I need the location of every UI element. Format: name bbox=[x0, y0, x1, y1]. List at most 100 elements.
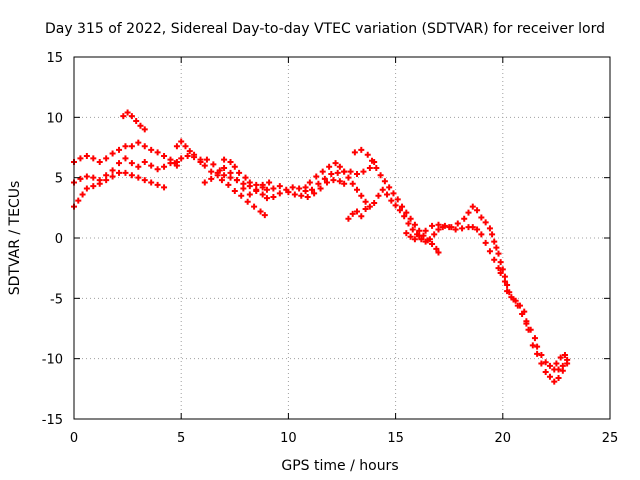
data-point bbox=[270, 185, 277, 192]
data-point bbox=[313, 173, 320, 180]
data-point bbox=[474, 226, 481, 233]
data-point bbox=[96, 158, 103, 165]
data-point bbox=[381, 178, 388, 185]
data-point bbox=[201, 162, 208, 169]
data-point bbox=[259, 181, 266, 188]
data-point bbox=[448, 224, 455, 231]
data-point bbox=[326, 163, 333, 170]
data-point bbox=[459, 225, 466, 232]
data-point bbox=[529, 342, 536, 349]
data-point bbox=[270, 193, 277, 200]
data-point bbox=[259, 191, 266, 198]
data-point bbox=[403, 209, 410, 216]
data-point bbox=[491, 256, 498, 263]
data-point bbox=[328, 171, 335, 178]
data-point bbox=[564, 360, 571, 367]
data-point bbox=[519, 311, 526, 318]
data-point bbox=[407, 233, 414, 240]
data-point bbox=[538, 360, 545, 367]
data-point bbox=[214, 169, 221, 176]
data-point bbox=[242, 174, 249, 181]
data-point bbox=[266, 179, 273, 186]
data-point bbox=[208, 168, 215, 175]
data-point bbox=[542, 368, 549, 375]
data-point bbox=[336, 163, 343, 170]
data-point bbox=[401, 213, 408, 220]
data-point bbox=[351, 149, 358, 156]
data-point bbox=[141, 126, 148, 133]
y-tick-label: 0 bbox=[55, 232, 63, 247]
data-point bbox=[276, 183, 283, 190]
data-point bbox=[373, 165, 380, 172]
data-points bbox=[71, 109, 571, 385]
data-point bbox=[546, 362, 553, 369]
data-point bbox=[461, 215, 468, 222]
data-point bbox=[452, 226, 459, 233]
data-point bbox=[197, 156, 204, 163]
data-point bbox=[336, 178, 343, 185]
y-tick-label: 10 bbox=[46, 111, 63, 126]
data-point bbox=[489, 231, 496, 238]
data-point bbox=[341, 168, 348, 175]
data-point bbox=[315, 180, 322, 187]
data-point bbox=[369, 157, 376, 164]
data-point bbox=[289, 184, 296, 191]
data-point bbox=[221, 165, 228, 172]
data-point bbox=[354, 208, 361, 215]
data-point bbox=[553, 360, 560, 367]
data-point bbox=[514, 302, 521, 309]
data-point bbox=[244, 198, 251, 205]
data-point bbox=[154, 181, 161, 188]
data-point bbox=[141, 143, 148, 150]
data-point bbox=[431, 231, 438, 238]
data-point bbox=[122, 169, 129, 176]
data-point bbox=[238, 192, 245, 199]
data-point bbox=[308, 186, 315, 193]
data-point bbox=[240, 185, 247, 192]
data-point bbox=[531, 335, 538, 342]
data-point bbox=[116, 146, 123, 153]
data-point bbox=[399, 203, 406, 210]
data-point bbox=[403, 230, 410, 237]
data-point bbox=[323, 179, 330, 186]
data-point bbox=[433, 245, 440, 252]
data-point bbox=[371, 200, 378, 207]
data-point bbox=[171, 160, 178, 167]
y-axis-label: SDTVAR / TECUs bbox=[7, 181, 23, 296]
data-point bbox=[429, 222, 436, 229]
data-point bbox=[375, 192, 382, 199]
data-point bbox=[546, 373, 553, 380]
data-point bbox=[422, 227, 429, 234]
data-point bbox=[109, 150, 116, 157]
data-point bbox=[332, 160, 339, 167]
data-point bbox=[551, 378, 558, 385]
data-point bbox=[148, 162, 155, 169]
data-point bbox=[349, 210, 356, 217]
data-point bbox=[482, 219, 489, 226]
data-point bbox=[390, 190, 397, 197]
data-point bbox=[497, 269, 504, 276]
data-point bbox=[90, 174, 97, 181]
data-point bbox=[497, 259, 504, 266]
data-point bbox=[182, 143, 189, 150]
data-point bbox=[128, 160, 135, 167]
data-point bbox=[285, 189, 292, 196]
tick-labels: 0 5 10 15 20 25 -15 -10 -5 0 5 10 15 bbox=[42, 51, 619, 446]
data-point bbox=[246, 191, 253, 198]
data-point bbox=[377, 172, 384, 179]
x-tick-label: 15 bbox=[387, 431, 404, 446]
data-point bbox=[186, 148, 193, 155]
data-point bbox=[354, 171, 361, 178]
data-point bbox=[135, 163, 142, 170]
data-point bbox=[349, 180, 356, 187]
data-point bbox=[173, 143, 180, 150]
data-point bbox=[263, 186, 270, 193]
data-point bbox=[386, 184, 393, 191]
data-point bbox=[538, 352, 545, 359]
data-point bbox=[251, 203, 258, 210]
data-point bbox=[75, 197, 82, 204]
data-point bbox=[345, 215, 352, 222]
data-point bbox=[221, 172, 228, 179]
grid-lines bbox=[74, 57, 610, 419]
